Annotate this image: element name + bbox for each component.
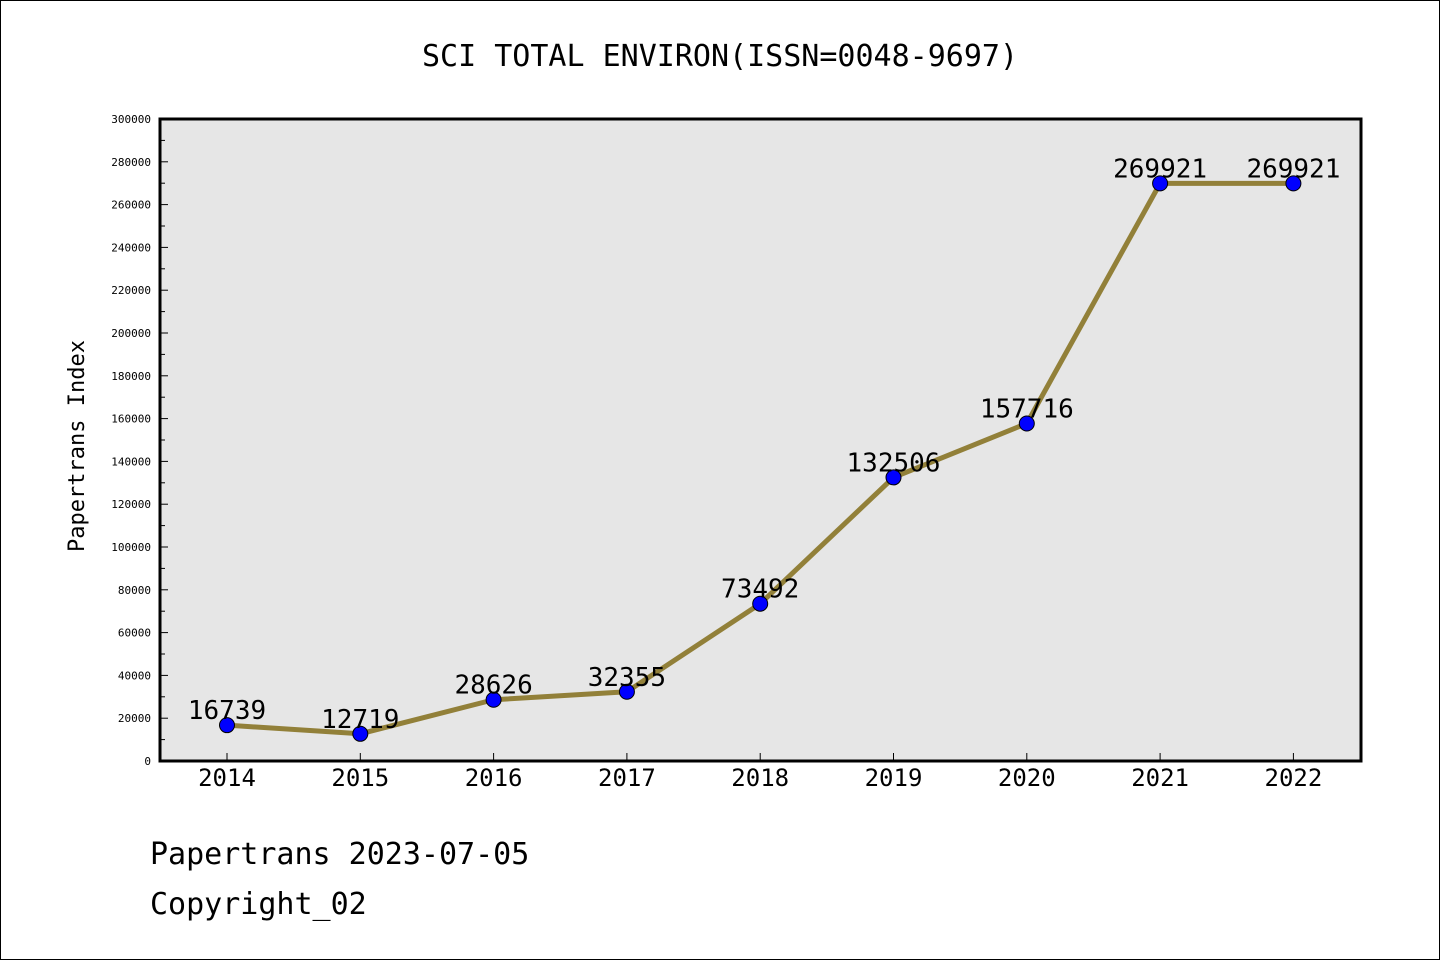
y-tick-label: 20000: [118, 712, 151, 725]
y-tick-label: 260000: [111, 199, 151, 212]
x-tick-label: 2022: [1265, 764, 1323, 792]
series-points: [219, 175, 1302, 742]
data-point: [352, 725, 369, 742]
data-labels: 16739 12719 28626 32355 73492 132506 157716 269…: [188, 154, 1341, 734]
x-tick-label: 2016: [465, 764, 523, 792]
data-point: [752, 595, 769, 612]
data-point: [618, 683, 635, 700]
y-axis: 0 20000 40000 60000 80000 100000 120000 140000 1…: [111, 113, 168, 768]
data-label: 73492: [721, 575, 799, 605]
data-label: 12719: [321, 705, 399, 735]
y-tick-label: 160000: [111, 413, 151, 426]
data-point: [485, 691, 502, 708]
y-tick-label: 280000: [111, 156, 151, 169]
data-label: 28626: [454, 671, 532, 701]
y-tick-label: 40000: [118, 669, 151, 682]
chart-title: SCI TOTAL ENVIRON(ISSN=0048-9697): [422, 39, 1018, 74]
data-label: 16739: [188, 696, 266, 726]
x-axis: 2014 2015 2016 2017 2018 2019 2020 2021 2022: [198, 753, 1322, 792]
data-point: [219, 717, 235, 734]
y-tick-label: 60000: [118, 627, 151, 640]
y-tick-label: 180000: [111, 370, 151, 383]
x-tick-label: 2021: [1131, 764, 1189, 792]
data-label: 269921: [1246, 154, 1340, 184]
y-tick-label: 140000: [111, 455, 151, 468]
data-point: [1018, 415, 1035, 432]
data-label: 32355: [588, 663, 666, 693]
data-label: 157716: [980, 394, 1074, 424]
x-tick-label: 2018: [731, 764, 789, 792]
y-tick-label: 200000: [111, 327, 151, 340]
y-axis-label: Papertrans Index: [65, 340, 90, 552]
y-tick-label: 80000: [118, 584, 151, 597]
data-point: [885, 469, 902, 486]
x-tick-label: 2014: [198, 764, 256, 792]
footer-copyright: Copyright_02: [150, 887, 367, 922]
y-tick-label: 300000: [111, 113, 151, 126]
plot-area: [160, 119, 1361, 761]
data-label: 269921: [1113, 154, 1207, 184]
data-point: [1285, 175, 1302, 192]
y-tick-label: 100000: [111, 541, 151, 554]
y-tick-label: 220000: [111, 284, 151, 297]
plot-border: [158, 117, 1363, 763]
y-tick-label: 0: [144, 755, 151, 768]
x-tick-label: 2015: [331, 764, 389, 792]
y-tick-label: 240000: [111, 241, 151, 254]
x-tick-label: 2019: [865, 764, 923, 792]
footer-date: Papertrans 2023-07-05: [150, 837, 529, 872]
x-tick-label: 2020: [998, 764, 1056, 792]
data-point: [1152, 175, 1169, 192]
x-tick-label: 2017: [598, 764, 656, 792]
y-tick-label: 120000: [111, 498, 151, 511]
data-label: 132506: [847, 448, 941, 478]
